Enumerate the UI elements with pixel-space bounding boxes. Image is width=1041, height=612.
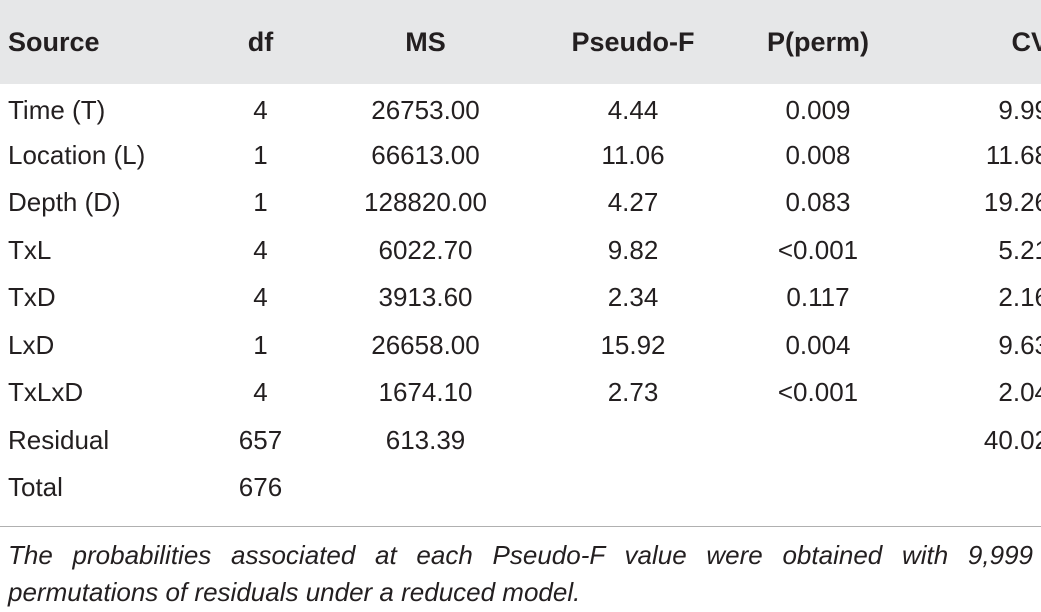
footnote-divider <box>0 526 1041 527</box>
table-row: TxLxD 4 1674.10 2.73 <0.001 2.04 <box>0 369 1041 417</box>
table-row: Total 676 <box>0 464 1041 512</box>
cell-pseudo-f <box>538 464 728 512</box>
table-row: Time (T) 4 26753.00 4.44 0.009 9.99 <box>0 84 1041 132</box>
header-p-perm: P(perm) <box>766 26 869 57</box>
table-row: Residual 657 613.39 40.02 <box>0 417 1041 465</box>
cell-pseudo-f: 9.82 <box>607 234 659 265</box>
cell-pseudo-f: 15.92 <box>600 329 666 360</box>
cell-source: Location (L) <box>8 139 146 170</box>
header-df: df <box>247 26 274 57</box>
table-body: Time (T) 4 26753.00 4.44 0.009 9.99 Loca… <box>0 84 1041 512</box>
cell-p-perm <box>728 417 908 465</box>
cell-cv: 11.68 <box>985 139 1041 170</box>
cell-source: TxL <box>8 234 52 265</box>
cell-source: Total <box>8 472 63 503</box>
cell-ms: 66613.00 <box>371 139 480 170</box>
cell-df: 4 <box>253 95 268 126</box>
header-pseudo-f: Pseudo-F <box>571 26 695 57</box>
anova-table-container: Source df MS Pseudo-F P(perm) CV Time (T… <box>0 0 1041 512</box>
cell-cv: 5.21 <box>998 234 1041 265</box>
cell-source: Residual <box>8 424 110 455</box>
cell-p-perm: 0.083 <box>785 187 851 218</box>
cell-ms: 6022.70 <box>378 234 473 265</box>
cell-p-perm: <0.001 <box>777 234 859 265</box>
cell-p-perm: 0.009 <box>785 95 851 126</box>
table-row: TxD 4 3913.60 2.34 0.117 2.16 <box>0 274 1041 322</box>
cell-p-perm: 0.004 <box>785 329 851 360</box>
header-row: Source df MS Pseudo-F P(perm) CV <box>0 0 1041 84</box>
cell-cv: 40.02 <box>983 424 1041 455</box>
cell-ms <box>313 464 538 512</box>
cell-df: 1 <box>253 139 268 170</box>
cell-p-perm <box>728 464 908 512</box>
table-footnote: The probabilities associated at each Pse… <box>8 540 1033 607</box>
cell-cv: 9.63 <box>998 329 1041 360</box>
cell-ms: 26658.00 <box>371 329 480 360</box>
cell-df: 4 <box>253 282 268 313</box>
cell-p-perm: 0.008 <box>785 139 851 170</box>
cell-cv: 9.99 <box>998 95 1041 126</box>
cell-cv: 2.16 <box>998 282 1041 313</box>
cell-pseudo-f <box>538 417 728 465</box>
cell-ms: 128820.00 <box>364 187 487 218</box>
cell-cv <box>908 464 1041 512</box>
cell-pseudo-f: 11.06 <box>601 139 665 170</box>
cell-pseudo-f: 2.34 <box>607 282 659 313</box>
cell-source: Time (T) <box>8 95 106 126</box>
anova-table: Source df MS Pseudo-F P(perm) CV Time (T… <box>0 0 1041 512</box>
table-row: Depth (D) 1 128820.00 4.27 0.083 19.26 <box>0 179 1041 227</box>
cell-ms: 26753.00 <box>371 95 480 126</box>
cell-p-perm: <0.001 <box>777 377 859 408</box>
cell-source: LxD <box>8 329 55 360</box>
cell-cv: 19.26 <box>983 187 1041 218</box>
cell-source: TxD <box>8 282 56 313</box>
cell-ms: 3913.60 <box>378 282 473 313</box>
header-source: Source <box>8 26 100 57</box>
cell-df: 657 <box>238 424 283 455</box>
cell-df: 1 <box>253 187 268 218</box>
cell-df: 676 <box>238 472 283 503</box>
cell-pseudo-f: 4.44 <box>607 95 659 126</box>
cell-source: Depth (D) <box>8 187 121 218</box>
table-row: Location (L) 1 66613.00 11.06 0.008 11.6… <box>0 132 1041 180</box>
table-row: TxL 4 6022.70 9.82 <0.001 5.21 <box>0 227 1041 275</box>
cell-ms: 1674.10 <box>378 377 473 408</box>
cell-p-perm: 0.117 <box>786 282 850 313</box>
cell-cv: 2.04 <box>998 377 1041 408</box>
cell-df: 4 <box>253 377 268 408</box>
cell-source: TxLxD <box>8 377 84 408</box>
cell-ms: 613.39 <box>385 424 466 455</box>
cell-df: 1 <box>253 329 268 360</box>
table-header: Source df MS Pseudo-F P(perm) CV <box>0 0 1041 84</box>
table-row: LxD 1 26658.00 15.92 0.004 9.63 <box>0 322 1041 370</box>
cell-df: 4 <box>253 234 268 265</box>
header-cv: CV <box>1011 26 1041 57</box>
cell-pseudo-f: 2.73 <box>607 377 659 408</box>
header-ms: MS <box>405 26 446 57</box>
cell-pseudo-f: 4.27 <box>607 187 659 218</box>
